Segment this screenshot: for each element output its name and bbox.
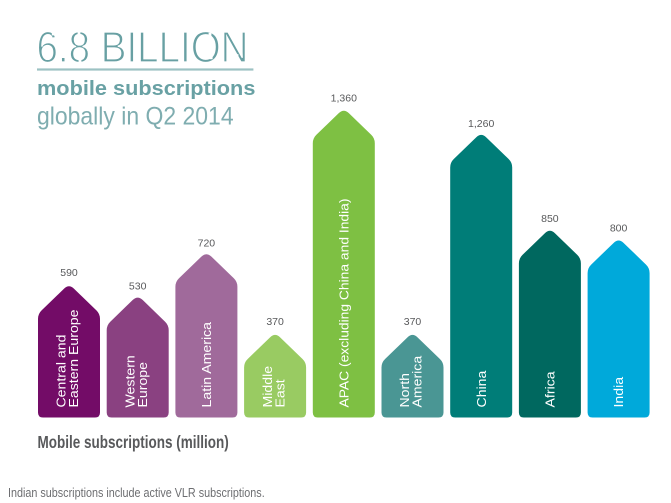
svg-text:North: North <box>397 373 412 408</box>
svg-text:Eastern Europe: Eastern Europe <box>66 310 81 408</box>
svg-text:720: 720 <box>198 237 216 249</box>
svg-text:America: America <box>410 355 425 408</box>
svg-text:530: 530 <box>129 281 147 293</box>
svg-text:800: 800 <box>610 223 628 235</box>
svg-text:China: China <box>474 370 489 408</box>
svg-text:Africa: Africa <box>543 371 558 408</box>
svg-text:Indian subscriptions include a: Indian subscriptions include active VLR … <box>8 485 265 500</box>
svg-text:APAC (excluding China and Indi: APAC (excluding China and India) <box>336 199 351 408</box>
svg-text:1,260: 1,260 <box>468 118 494 130</box>
svg-text:370: 370 <box>266 316 284 328</box>
svg-text:590: 590 <box>60 267 78 279</box>
svg-text:Middle: Middle <box>260 366 275 408</box>
svg-text:globally in Q2 2014: globally in Q2 2014 <box>37 102 234 130</box>
svg-text:East: East <box>272 379 287 408</box>
svg-text:1,360: 1,360 <box>331 93 357 105</box>
svg-text:mobile subscriptions: mobile subscriptions <box>37 77 255 100</box>
svg-text:370: 370 <box>404 316 422 328</box>
svg-text:Latin America: Latin America <box>199 321 214 407</box>
svg-text:Western: Western <box>122 355 137 407</box>
svg-text:Central and: Central and <box>54 335 69 408</box>
svg-text:Mobile subscriptions (million): Mobile subscriptions (million) <box>38 432 229 452</box>
svg-text:India: India <box>611 376 626 407</box>
svg-text:Europe: Europe <box>135 362 150 408</box>
svg-text:6.8 BILLION: 6.8 BILLION <box>37 23 249 72</box>
svg-text:850: 850 <box>541 213 559 225</box>
